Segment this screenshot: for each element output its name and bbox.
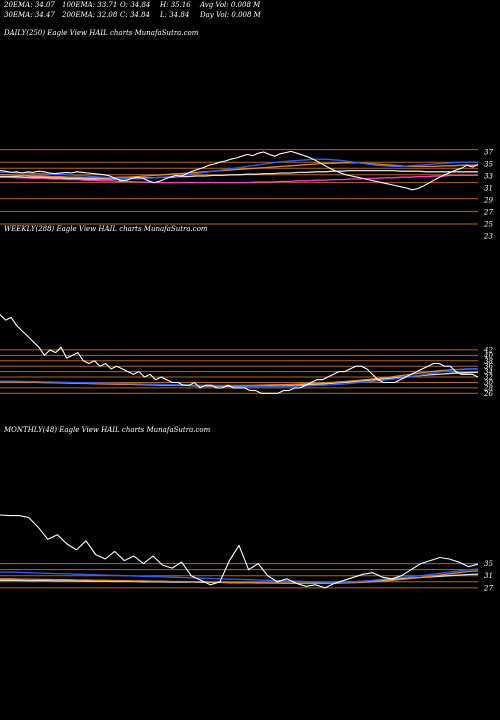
y-tick-label: 33	[484, 173, 493, 181]
monthly-chart-title: MONTHLY(48) Eagle View HAIL charts Munaf…	[4, 426, 211, 434]
y-tick-label: 30	[484, 379, 493, 387]
y-tick-label: 42	[483, 346, 493, 354]
ema-blue-line	[0, 158, 478, 180]
y-tick-label: 40	[483, 352, 493, 360]
y-tick-label: 25	[483, 221, 493, 229]
ema20-stat: 20EMA: 34.07	[4, 1, 55, 9]
y-tick-label: 35	[484, 161, 493, 169]
y-tick-label: 38	[484, 357, 493, 365]
ema-orange-line	[0, 570, 479, 584]
avg-vol-stat: Avg Vol: 0.008 M	[200, 1, 261, 9]
y-tick-label: 32	[484, 374, 493, 382]
ema-magenta-line	[0, 174, 478, 184]
y-tick-label: 28	[483, 384, 493, 392]
y-tick-label: 23	[483, 233, 493, 241]
y-tick-label: 36	[484, 363, 493, 371]
y-tick-label: 27	[483, 209, 493, 217]
ema-orange-line	[0, 162, 478, 179]
high-stat: H: 35.16	[160, 1, 191, 9]
weekly-chart-title: WEEKLY(288) Eagle View HAIL charts Munaf…	[4, 225, 208, 233]
y-tick-label: 29	[483, 197, 493, 205]
ema-orange-line	[0, 368, 479, 387]
y-tick-label: 26	[483, 390, 493, 398]
daily-chart-title: DAILY(250) Eagle View HAIL charts Munafa…	[4, 29, 199, 37]
ema30-stat: 30EMA: 34.47	[4, 11, 55, 19]
low-stat: L: 34.84	[160, 11, 190, 19]
ema-blue-line	[0, 568, 479, 584]
ema-blue-line	[0, 367, 479, 388]
y-tick-label: 37	[484, 149, 493, 157]
price-line	[0, 514, 479, 589]
close-stat: C: 34.84	[120, 11, 150, 19]
ema200-stat: 200EMA: 32.08	[62, 11, 118, 19]
y-tick-label: 31	[484, 572, 493, 580]
y-tick-label: 31	[484, 185, 493, 193]
day-vol-stat: Day Vol: 0.008 M	[200, 11, 261, 19]
price-line	[0, 150, 479, 191]
open-stat: O: 34.84	[120, 1, 151, 9]
y-tick-label: 27	[483, 584, 493, 592]
ema100-stat: 100EMA: 33.71	[62, 1, 118, 9]
ema-white-line	[0, 169, 478, 180]
y-tick-label: 34	[484, 368, 493, 376]
price-line	[0, 314, 479, 394]
y-tick-label: 35	[484, 560, 493, 568]
